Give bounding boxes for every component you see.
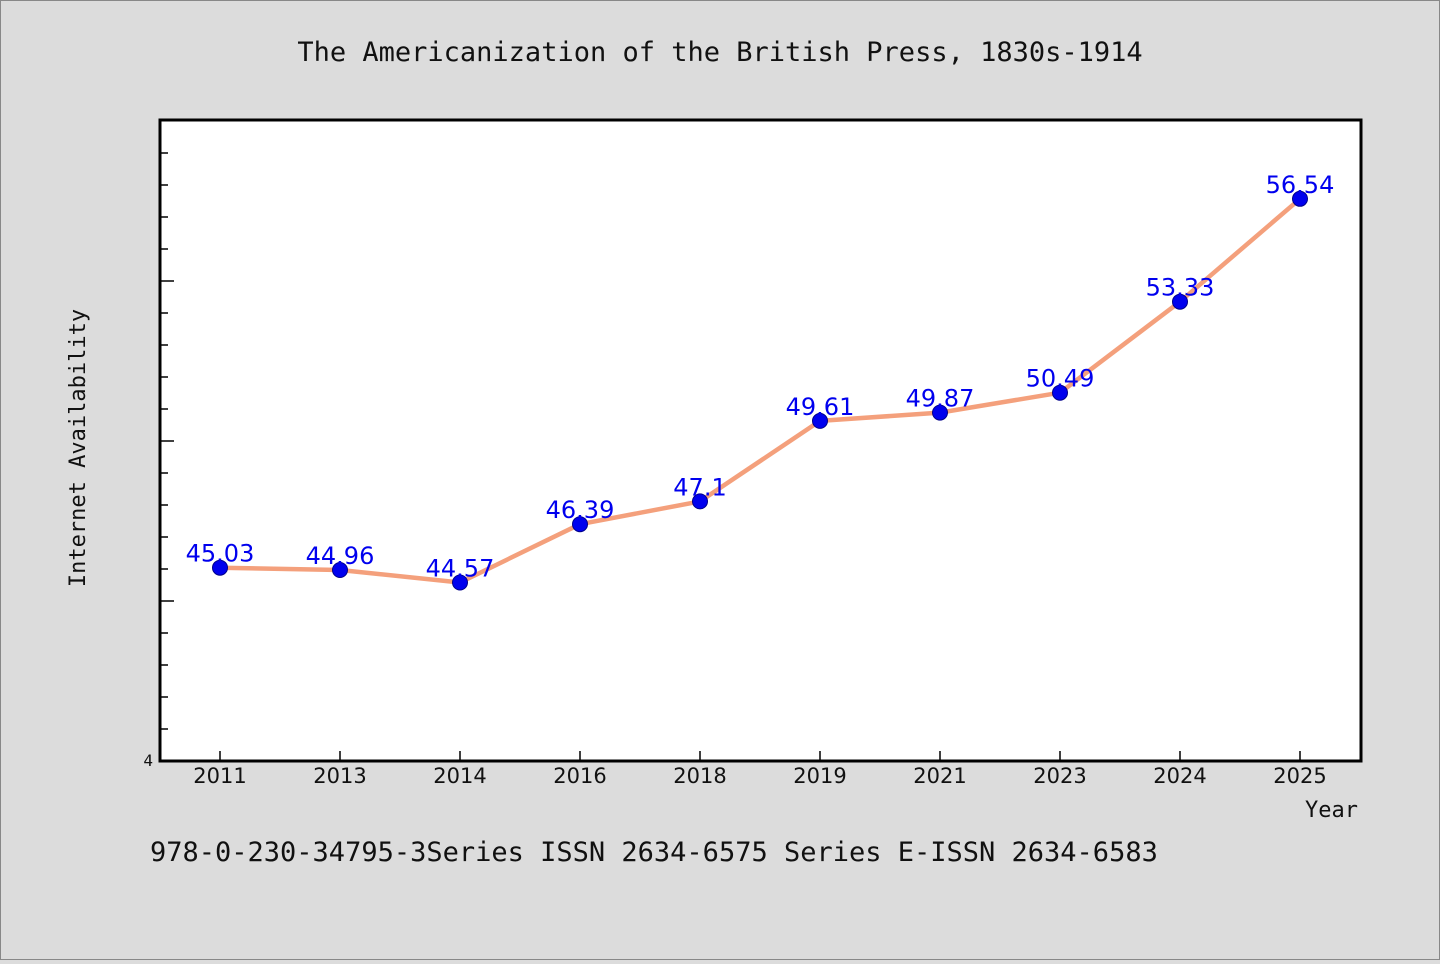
data-point xyxy=(692,493,708,510)
data-label: 47.1 xyxy=(673,473,726,501)
y-tick-label: 4 xyxy=(143,751,153,770)
y-axis-label: Internet Availability xyxy=(66,309,91,587)
data-point xyxy=(812,412,828,429)
x-tick-label: 2023 xyxy=(1033,764,1086,788)
chart-title: The Americanization of the British Press… xyxy=(297,37,1142,68)
x-tick-label: 2024 xyxy=(1153,764,1206,788)
series-line xyxy=(219,197,1302,585)
data-point xyxy=(1172,293,1188,310)
data-point xyxy=(332,562,348,578)
x-tick-label: 2021 xyxy=(913,764,966,788)
data-label: 45.03 xyxy=(186,540,255,568)
data-point xyxy=(572,516,588,533)
data-label: 50.49 xyxy=(1026,365,1095,393)
data-label: 46.39 xyxy=(546,496,615,524)
data-point xyxy=(1292,190,1308,207)
y-axis-ticks: 4 xyxy=(143,152,174,770)
data-label: 49.61 xyxy=(786,393,855,421)
data-label: 49.87 xyxy=(906,385,975,413)
data-label: 44.57 xyxy=(426,555,495,583)
footer-text: 978-0-230-34795-3Series ISSN 2634-6575 S… xyxy=(150,837,1158,868)
x-tick-label: 2013 xyxy=(313,764,366,788)
x-tick-label: 2011 xyxy=(193,764,246,788)
data-label: 53.33 xyxy=(1146,274,1215,302)
data-point xyxy=(932,404,948,421)
data-labels: 45.03 44.96 44.57 46.39 47.1 49.61 49.87 50.49 5… xyxy=(186,171,1335,583)
data-label: 44.96 xyxy=(306,542,375,570)
data-point xyxy=(1052,384,1068,401)
x-tick-label: 2016 xyxy=(553,764,606,788)
x-tick-label: 2018 xyxy=(673,764,726,788)
x-tick-label: 2014 xyxy=(433,764,486,788)
data-label: 56.54 xyxy=(1266,171,1335,199)
data-point xyxy=(212,559,228,576)
x-tick-label: 2019 xyxy=(793,764,846,788)
data-markers xyxy=(212,190,1308,591)
x-axis-ticks: 2011 2013 2014 2016 2018 2019 2021 2023 2024 2025 xyxy=(193,751,1327,788)
x-axis-label: Year xyxy=(1305,798,1358,823)
x-tick-label: 2025 xyxy=(1273,764,1326,788)
data-point xyxy=(452,574,468,591)
plot-area xyxy=(158,118,1363,763)
